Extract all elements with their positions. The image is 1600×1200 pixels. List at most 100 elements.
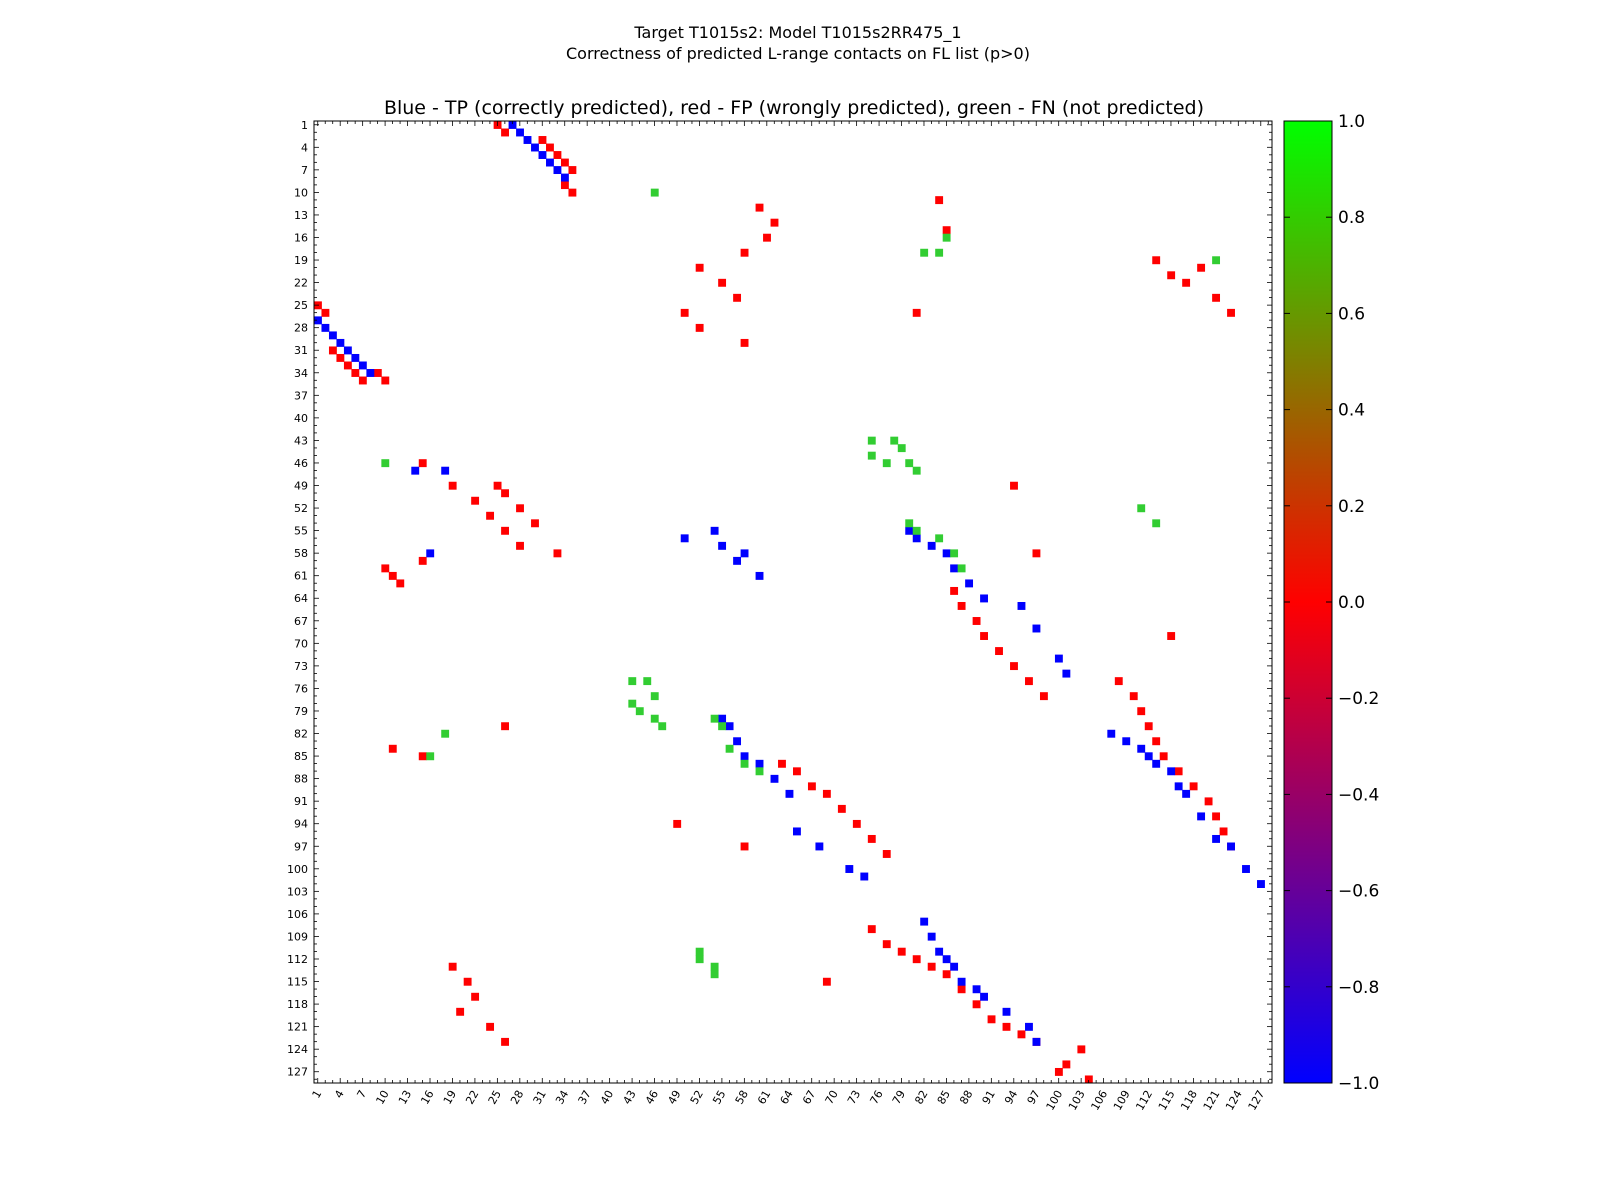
contact-cell-tp <box>1242 865 1250 873</box>
contact-cell-tp <box>1054 654 1063 663</box>
x-tick-label: 31 <box>531 1088 549 1107</box>
contact-cell-tp <box>1017 602 1026 610</box>
contact-cell-fn <box>740 759 749 768</box>
y-tick-label: 13 <box>294 209 308 222</box>
x-tick-label: 121 <box>1201 1088 1223 1113</box>
contact-cell-fp <box>867 834 876 843</box>
contact-cell-fp <box>1197 263 1206 272</box>
x-tick-label: 28 <box>508 1088 526 1107</box>
contact-cell-fp <box>950 586 959 595</box>
contact-cell-fp <box>448 481 457 490</box>
x-tick-label: 46 <box>643 1088 661 1107</box>
contact-cell-fp <box>486 1022 495 1031</box>
x-tick-label: 7 <box>354 1088 369 1101</box>
contact-cell-fp <box>358 376 367 385</box>
contact-cell-tp <box>1107 729 1116 738</box>
contact-cell-fp <box>778 759 786 768</box>
contact-cell-fn <box>725 744 734 753</box>
contact-cell-fp <box>560 181 569 190</box>
contact-cell-tp <box>950 962 959 971</box>
contact-cell-fp <box>463 977 472 986</box>
y-tick-label: 94 <box>294 818 308 831</box>
contact-cell-fp <box>1227 308 1235 317</box>
contact-cell-tp <box>950 564 959 573</box>
y-tick-label: 79 <box>294 705 308 718</box>
contact-cell-tp <box>1032 624 1041 633</box>
contact-cell-tp <box>1174 782 1183 791</box>
contact-cell-tp <box>1144 752 1153 761</box>
y-tick-label: 28 <box>294 322 308 335</box>
contact-cell-tp <box>1167 767 1176 776</box>
contact-cell-fn <box>710 970 719 979</box>
y-tick-label: 91 <box>294 795 308 808</box>
colorbar-tick-label: −0.2 <box>1338 689 1379 709</box>
colorbar-tick-label: −0.4 <box>1338 785 1379 805</box>
contact-cell-fn <box>905 459 914 468</box>
y-tick-label: 103 <box>287 885 308 898</box>
contact-cell-tp <box>426 549 435 558</box>
contact-cell-fp <box>568 166 577 175</box>
contact-cell-fp <box>695 323 704 332</box>
contact-cell-fp <box>1182 278 1191 287</box>
x-tick-label: 100 <box>1044 1088 1066 1113</box>
y-tick-label: 7 <box>301 164 308 177</box>
contact-cell-fp <box>1054 1067 1063 1076</box>
contact-cell-fp <box>740 248 749 257</box>
y-tick-label: 1 <box>301 119 308 132</box>
x-tick-label: 37 <box>576 1088 594 1107</box>
contact-cell-fn <box>441 729 450 738</box>
contact-cell-fp <box>1167 271 1176 280</box>
contact-cell-fp <box>935 196 944 205</box>
contact-cell-fp <box>1212 293 1221 302</box>
contact-cell-tp <box>965 579 974 588</box>
contact-cell-fn <box>628 677 637 686</box>
x-tick-label: 67 <box>800 1088 818 1107</box>
y-tick-label: 97 <box>294 840 308 853</box>
contact-cell-fn <box>695 947 704 956</box>
y-tick-label: 19 <box>294 254 308 267</box>
x-tick-label: 106 <box>1088 1088 1110 1113</box>
y-tick-label: 43 <box>294 434 308 447</box>
contact-cell-fp <box>1010 662 1018 671</box>
contact-cell-tp <box>1002 1007 1011 1016</box>
contact-cell-fp <box>501 1037 509 1046</box>
contact-cell-fp <box>493 481 502 490</box>
contact-cell-tp <box>860 872 869 881</box>
contact-cell-fn <box>650 188 659 197</box>
contact-cell-fn <box>710 962 719 971</box>
x-tick-label: 79 <box>890 1088 908 1107</box>
contact-cell-fn <box>650 714 659 723</box>
x-tick-label: 58 <box>733 1088 751 1107</box>
contact-cell-fp <box>763 233 771 242</box>
y-tick-label: 115 <box>287 976 308 989</box>
contact-cell-fp <box>448 962 457 971</box>
contact-cell-fp <box>1174 767 1183 776</box>
contact-cell-fp <box>501 722 509 731</box>
contact-cell-fp <box>553 549 562 558</box>
y-tick-label: 76 <box>294 682 308 695</box>
contact-cell-fn <box>710 714 719 723</box>
contact-cell-fp <box>1114 677 1123 686</box>
contact-cell-fp <box>1167 632 1176 640</box>
contact-cell-tp <box>546 158 554 167</box>
contact-cell-tp <box>815 842 824 851</box>
chart-subtitle: Blue - TP (correctly predicted), red - F… <box>384 97 1204 119</box>
y-tick-label: 127 <box>287 1066 308 1079</box>
contact-cell-tp <box>560 173 569 182</box>
contact-cell-fp <box>957 602 966 610</box>
contact-cell-tp <box>441 466 450 475</box>
contact-cell-fp <box>381 376 390 385</box>
colorbar-tick-label: −0.8 <box>1338 978 1379 998</box>
colorbar-tick-label: 1.0 <box>1338 112 1365 132</box>
contact-cell-fp <box>942 970 951 979</box>
x-tick-label: 70 <box>823 1088 841 1107</box>
contact-cell-fp <box>1039 692 1048 701</box>
contact-cell-fp <box>740 338 749 347</box>
contact-cell-tp <box>770 774 779 783</box>
contact-cell-fn <box>867 436 876 445</box>
contact-cell-fp <box>471 496 480 505</box>
contact-cell-fn <box>1137 504 1146 513</box>
contact-cell-fp <box>942 226 951 235</box>
y-tick-label: 25 <box>294 299 308 312</box>
y-tick-label: 67 <box>294 615 308 628</box>
